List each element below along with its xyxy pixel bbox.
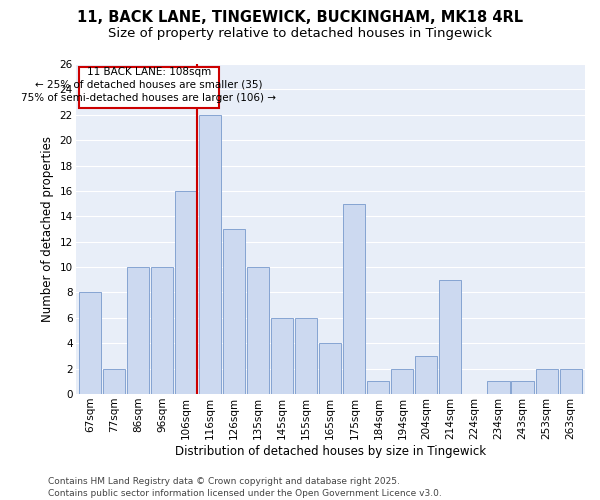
Bar <box>560 368 581 394</box>
Text: 11, BACK LANE, TINGEWICK, BUCKINGHAM, MK18 4RL: 11, BACK LANE, TINGEWICK, BUCKINGHAM, MK… <box>77 10 523 25</box>
Bar <box>79 292 101 394</box>
Text: 11 BACK LANE: 108sqm
← 25% of detached houses are smaller (35)
75% of semi-detac: 11 BACK LANE: 108sqm ← 25% of detached h… <box>22 66 277 103</box>
Bar <box>391 368 413 394</box>
Y-axis label: Number of detached properties: Number of detached properties <box>41 136 54 322</box>
Bar <box>439 280 461 394</box>
Bar <box>247 267 269 394</box>
Bar <box>415 356 437 394</box>
Bar <box>295 318 317 394</box>
Text: Size of property relative to detached houses in Tingewick: Size of property relative to detached ho… <box>108 28 492 40</box>
Bar <box>536 368 557 394</box>
Bar <box>103 368 125 394</box>
Bar <box>199 115 221 394</box>
X-axis label: Distribution of detached houses by size in Tingewick: Distribution of detached houses by size … <box>175 444 486 458</box>
Bar <box>151 267 173 394</box>
Bar <box>343 204 365 394</box>
Text: Contains HM Land Registry data © Crown copyright and database right 2025.
Contai: Contains HM Land Registry data © Crown c… <box>48 476 442 498</box>
FancyBboxPatch shape <box>79 66 218 108</box>
Bar <box>367 382 389 394</box>
Bar <box>127 267 149 394</box>
Bar <box>511 382 533 394</box>
Bar <box>487 382 509 394</box>
Bar <box>271 318 293 394</box>
Bar <box>319 344 341 394</box>
Bar <box>175 191 197 394</box>
Bar <box>223 229 245 394</box>
